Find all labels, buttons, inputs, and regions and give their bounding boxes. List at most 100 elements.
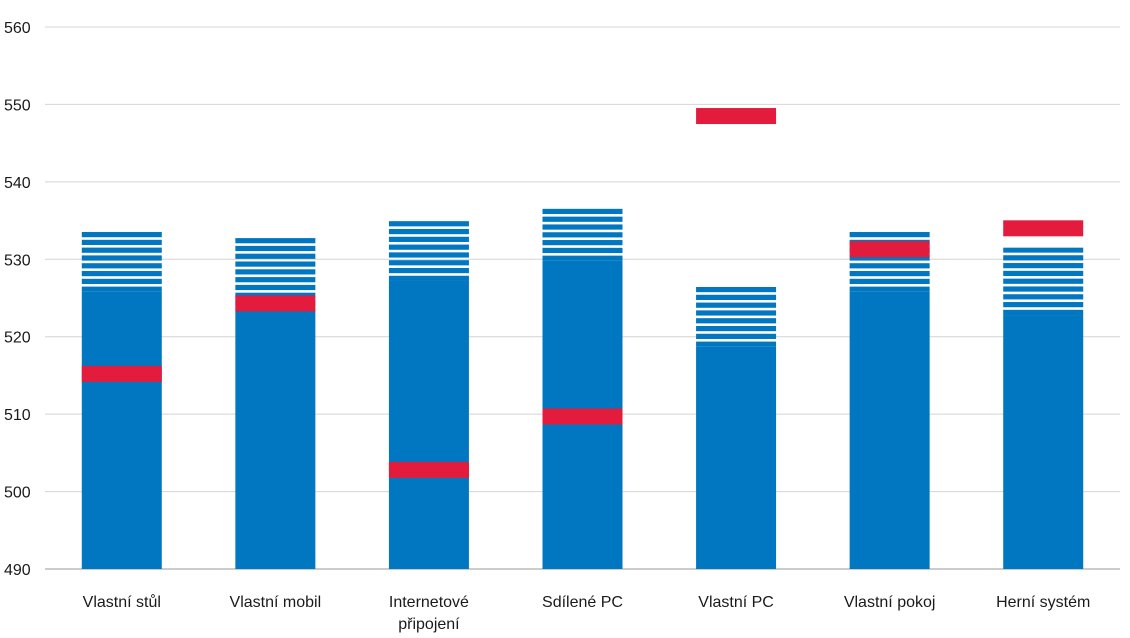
y-axis-tick-labels: 490 500 510 520 530 540 550 560 <box>4 20 31 579</box>
stripe-5-4 <box>849 255 930 261</box>
y-tick-label-490: 490 <box>4 562 31 579</box>
stripe-1-9 <box>235 238 316 244</box>
stripe-6-0 <box>1003 309 1084 316</box>
stripe-2-2 <box>388 260 469 266</box>
stripe-0-6 <box>81 239 162 246</box>
bar-solid-4 <box>696 346 777 569</box>
stripe-6-4 <box>1003 278 1084 284</box>
stripe-2-3 <box>388 252 469 258</box>
x-category-label-line: Vlastní PC <box>698 594 774 611</box>
bar-solid-2 <box>388 280 469 569</box>
stripe-6-2 <box>1003 294 1084 300</box>
bars <box>81 108 1084 569</box>
stripe-3-0 <box>542 255 623 261</box>
stripe-1-3 <box>235 284 316 291</box>
x-category-label-line: Sdílené PC <box>542 594 623 611</box>
stripe-0-5 <box>81 247 162 253</box>
stripe-6-6 <box>1003 263 1084 269</box>
stripe-1-8 <box>235 245 316 252</box>
stripe-2-6 <box>388 228 469 235</box>
marker-2 <box>388 461 469 478</box>
stripe-1-4 <box>235 277 316 283</box>
y-tick-label-530: 530 <box>4 252 31 269</box>
bar-striped-6 <box>1003 247 1084 316</box>
stripe-0-7 <box>81 232 162 238</box>
x-category-label-1: Vlastní mobil <box>230 594 322 611</box>
x-category-label-line: Vlastní mobil <box>230 594 322 611</box>
marker-3 <box>542 408 623 425</box>
stripe-4-7 <box>696 286 777 293</box>
stripe-4-2 <box>696 325 777 332</box>
stripe-4-3 <box>696 318 777 324</box>
bar-striped-3 <box>542 208 623 261</box>
x-category-label-2: Internetové připojení <box>389 594 469 633</box>
stripe-0-4 <box>81 255 162 261</box>
bar-solid-1 <box>235 313 316 569</box>
x-category-label-line: připojení <box>398 616 460 633</box>
bar-striped-5 <box>849 232 930 292</box>
x-category-label-line: Internetové <box>389 594 469 611</box>
y-tick-label-500: 500 <box>4 485 31 502</box>
stripe-5-1 <box>849 278 930 285</box>
marker-1 <box>235 295 316 312</box>
stripe-6-1 <box>1003 302 1084 308</box>
stripe-3-1 <box>542 247 623 254</box>
bar-striped-2 <box>388 221 469 281</box>
x-category-label-line: Vlastní stůl <box>83 593 161 611</box>
stripe-5-0 <box>849 286 930 292</box>
stripe-3-6 <box>542 208 623 215</box>
stripe-3-4 <box>542 224 623 230</box>
stripe-2-7 <box>388 221 469 227</box>
stripe-6-7 <box>1003 255 1084 261</box>
stripe-4-0 <box>696 341 777 347</box>
bar-striped-4 <box>696 286 777 347</box>
stripe-5-7 <box>849 232 930 238</box>
x-category-label-line: Herní systém <box>996 594 1090 611</box>
x-category-label-6: Herní systém <box>996 594 1090 611</box>
stripe-0-2 <box>81 271 162 277</box>
stripe-0-1 <box>81 278 162 285</box>
bar-solid-6 <box>1003 315 1084 569</box>
stripe-6-3 <box>1003 286 1084 292</box>
stripe-2-5 <box>388 236 469 242</box>
y-tick-label-520: 520 <box>4 330 31 347</box>
stripe-3-3 <box>542 232 623 238</box>
y-tick-label-550: 550 <box>4 97 31 114</box>
bar-striped-0 <box>81 232 162 292</box>
stripe-2-1 <box>388 267 469 274</box>
stripe-1-2 <box>235 292 316 298</box>
x-axis-category-labels: Vlastní stůl Vlastní mobil Internetové přip… <box>83 593 1091 633</box>
stripe-4-4 <box>696 310 777 316</box>
stripe-0-3 <box>81 263 162 269</box>
marker-5 <box>849 241 930 258</box>
stripe-4-5 <box>696 302 777 308</box>
stripe-1-7 <box>235 253 316 259</box>
stripe-2-0 <box>388 275 469 281</box>
bar-solid-5 <box>849 291 930 569</box>
stripe-4-6 <box>696 294 777 300</box>
marker-0 <box>81 365 162 382</box>
stripe-6-5 <box>1003 270 1084 277</box>
x-category-label-line: Vlastní pokoj <box>844 594 936 611</box>
stripe-0-0 <box>81 286 162 292</box>
y-tick-label-560: 560 <box>4 20 31 37</box>
y-tick-label-510: 510 <box>4 407 31 424</box>
x-category-label-5: Vlastní pokoj <box>844 594 936 611</box>
bar-solid-0 <box>81 291 162 569</box>
x-category-label-4: Vlastní PC <box>698 594 774 611</box>
y-tick-label-540: 540 <box>4 175 31 192</box>
marker-6 <box>1003 220 1084 237</box>
stripe-5-3 <box>849 263 930 269</box>
stripe-4-1 <box>696 333 777 339</box>
stripe-1-6 <box>235 261 316 267</box>
stripe-2-4 <box>388 244 469 250</box>
stripe-1-5 <box>235 269 316 275</box>
stripe-5-2 <box>849 271 930 277</box>
x-category-label-0: Vlastní stůl <box>83 593 161 611</box>
stripe-3-5 <box>542 216 623 222</box>
stripe-3-2 <box>542 240 623 246</box>
stripe-6-8 <box>1003 247 1084 253</box>
marker-4 <box>696 108 777 125</box>
x-category-label-3: Sdílené PC <box>542 594 623 611</box>
